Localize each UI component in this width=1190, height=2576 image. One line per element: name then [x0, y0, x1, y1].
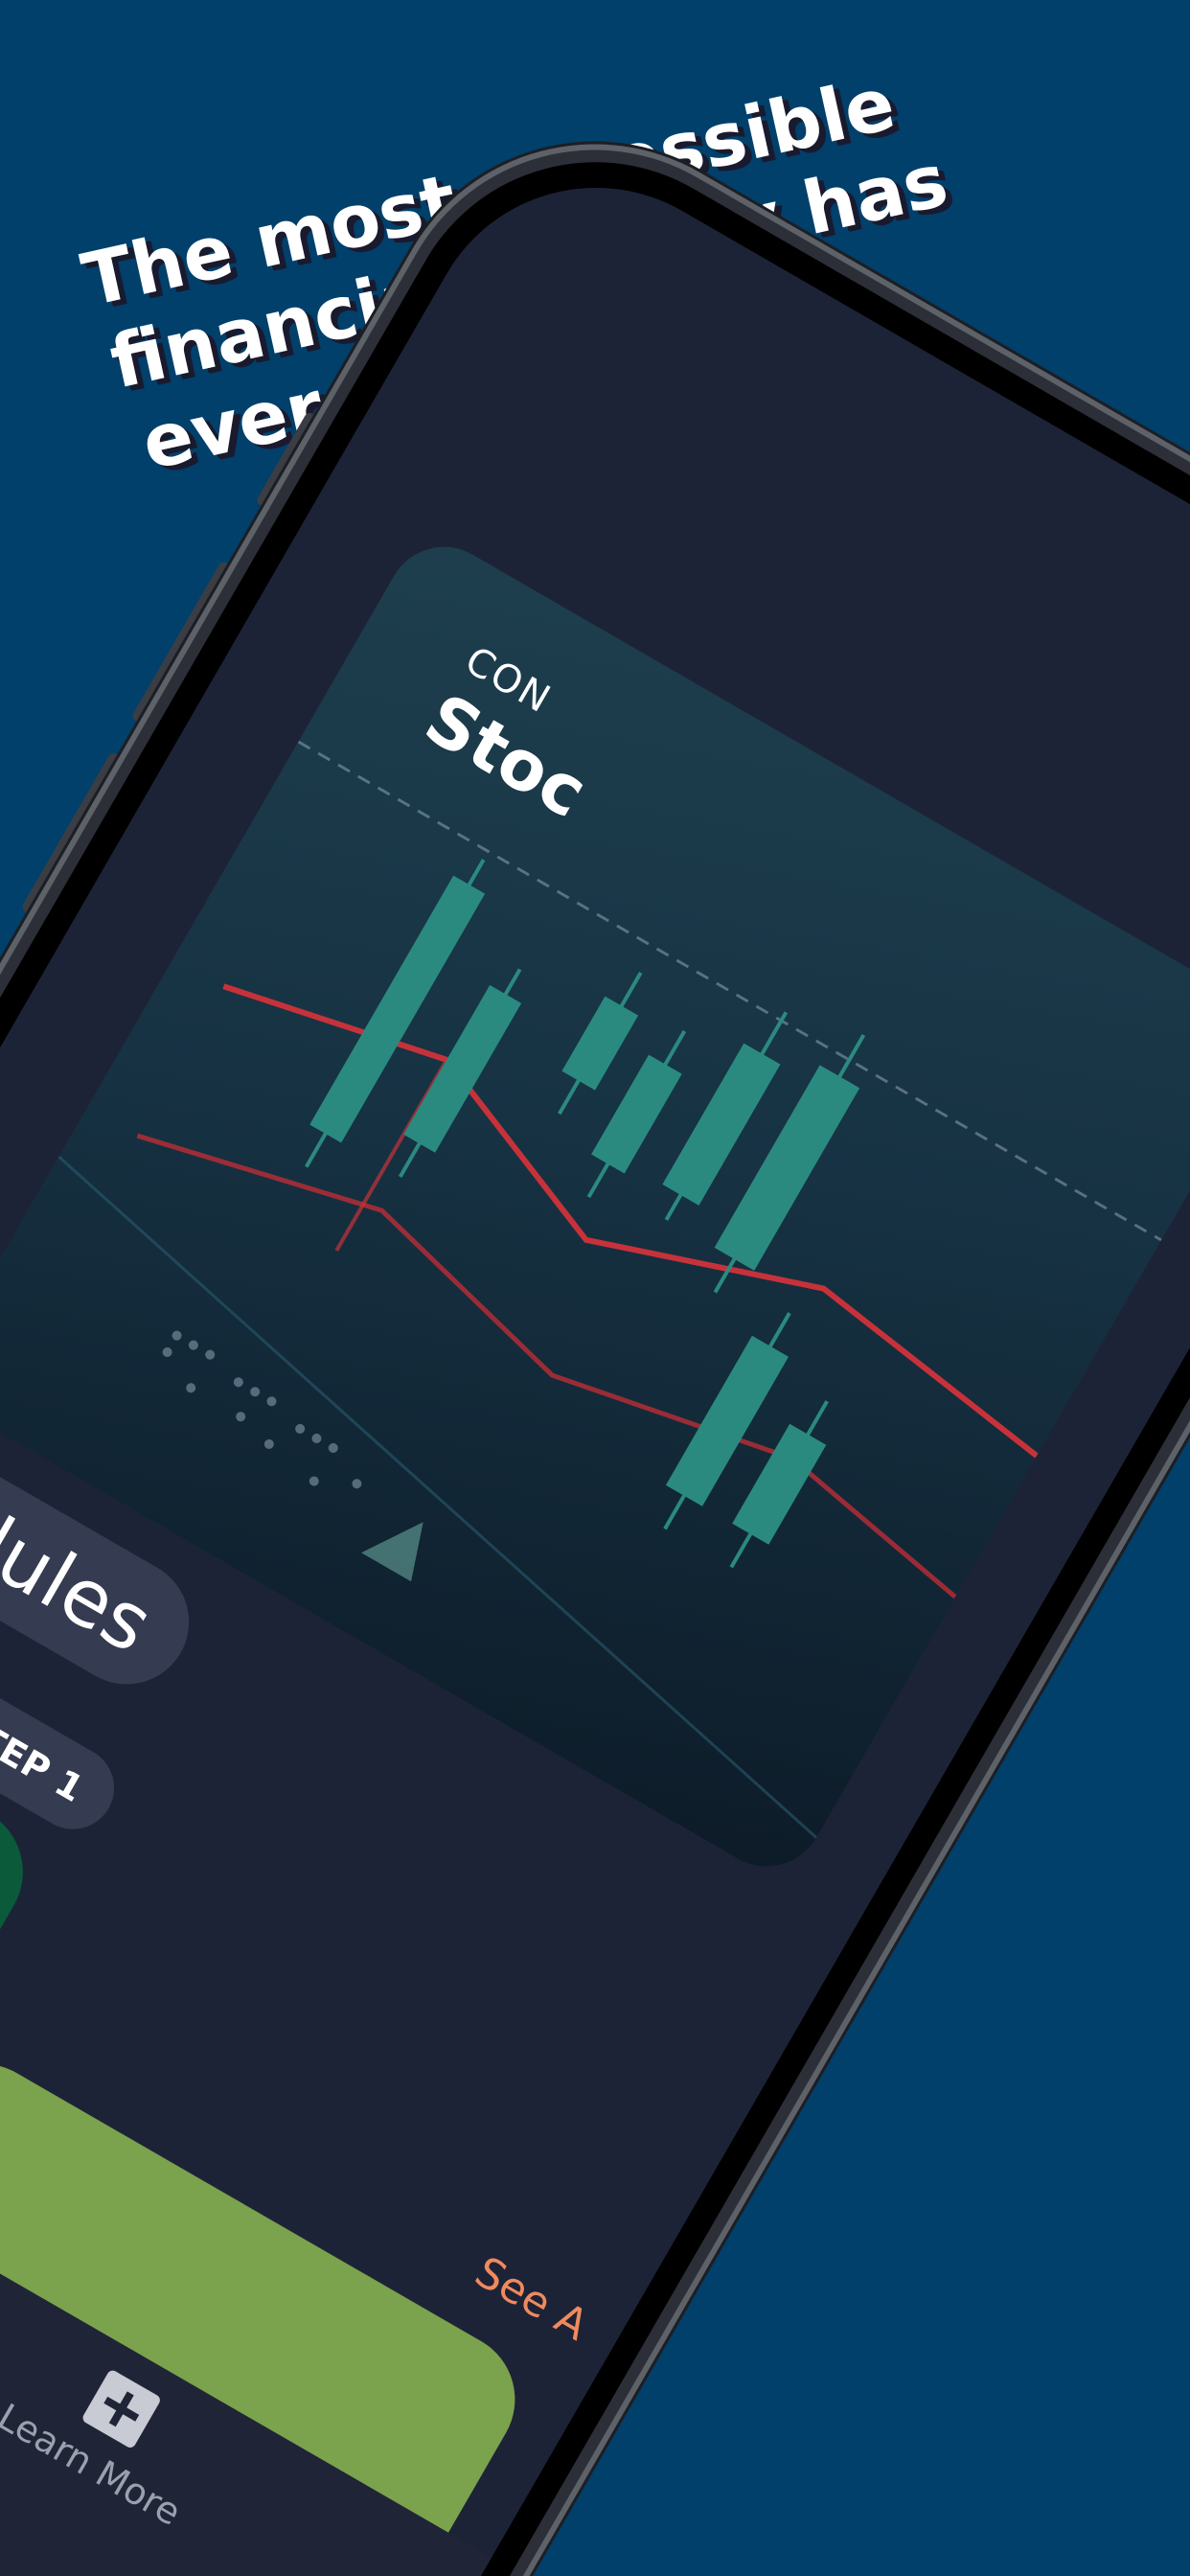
step-badge: STEP 1: [0, 1669, 129, 1845]
triangle-marker: [361, 1522, 423, 1582]
tab-learn-more[interactable]: Learn More: [0, 2305, 270, 2560]
red-vertical-line: [334, 1058, 448, 1253]
phone-mockup: CON Stoc Modules Basic STEP 1 See A $ $: [0, 67, 1190, 2576]
stock-chart-graphic: [57, 740, 1162, 1839]
dashed-line: [297, 740, 1162, 1242]
red-trend-line-2: [136, 1133, 957, 1599]
phone-screen: CON Stoc Modules Basic STEP 1 See A $ $: [0, 125, 1190, 2576]
plus-square-icon: [82, 2370, 160, 2448]
featured-course-card[interactable]: CON Stoc: [0, 525, 1190, 1888]
see-all-link[interactable]: See A: [467, 2247, 597, 2351]
candlesticks: [304, 859, 866, 1569]
tab-bar: Home Mistake Mastery: [0, 1966, 492, 2576]
ticker-dots: [162, 1330, 362, 1489]
red-trend-line: [222, 983, 1039, 1459]
